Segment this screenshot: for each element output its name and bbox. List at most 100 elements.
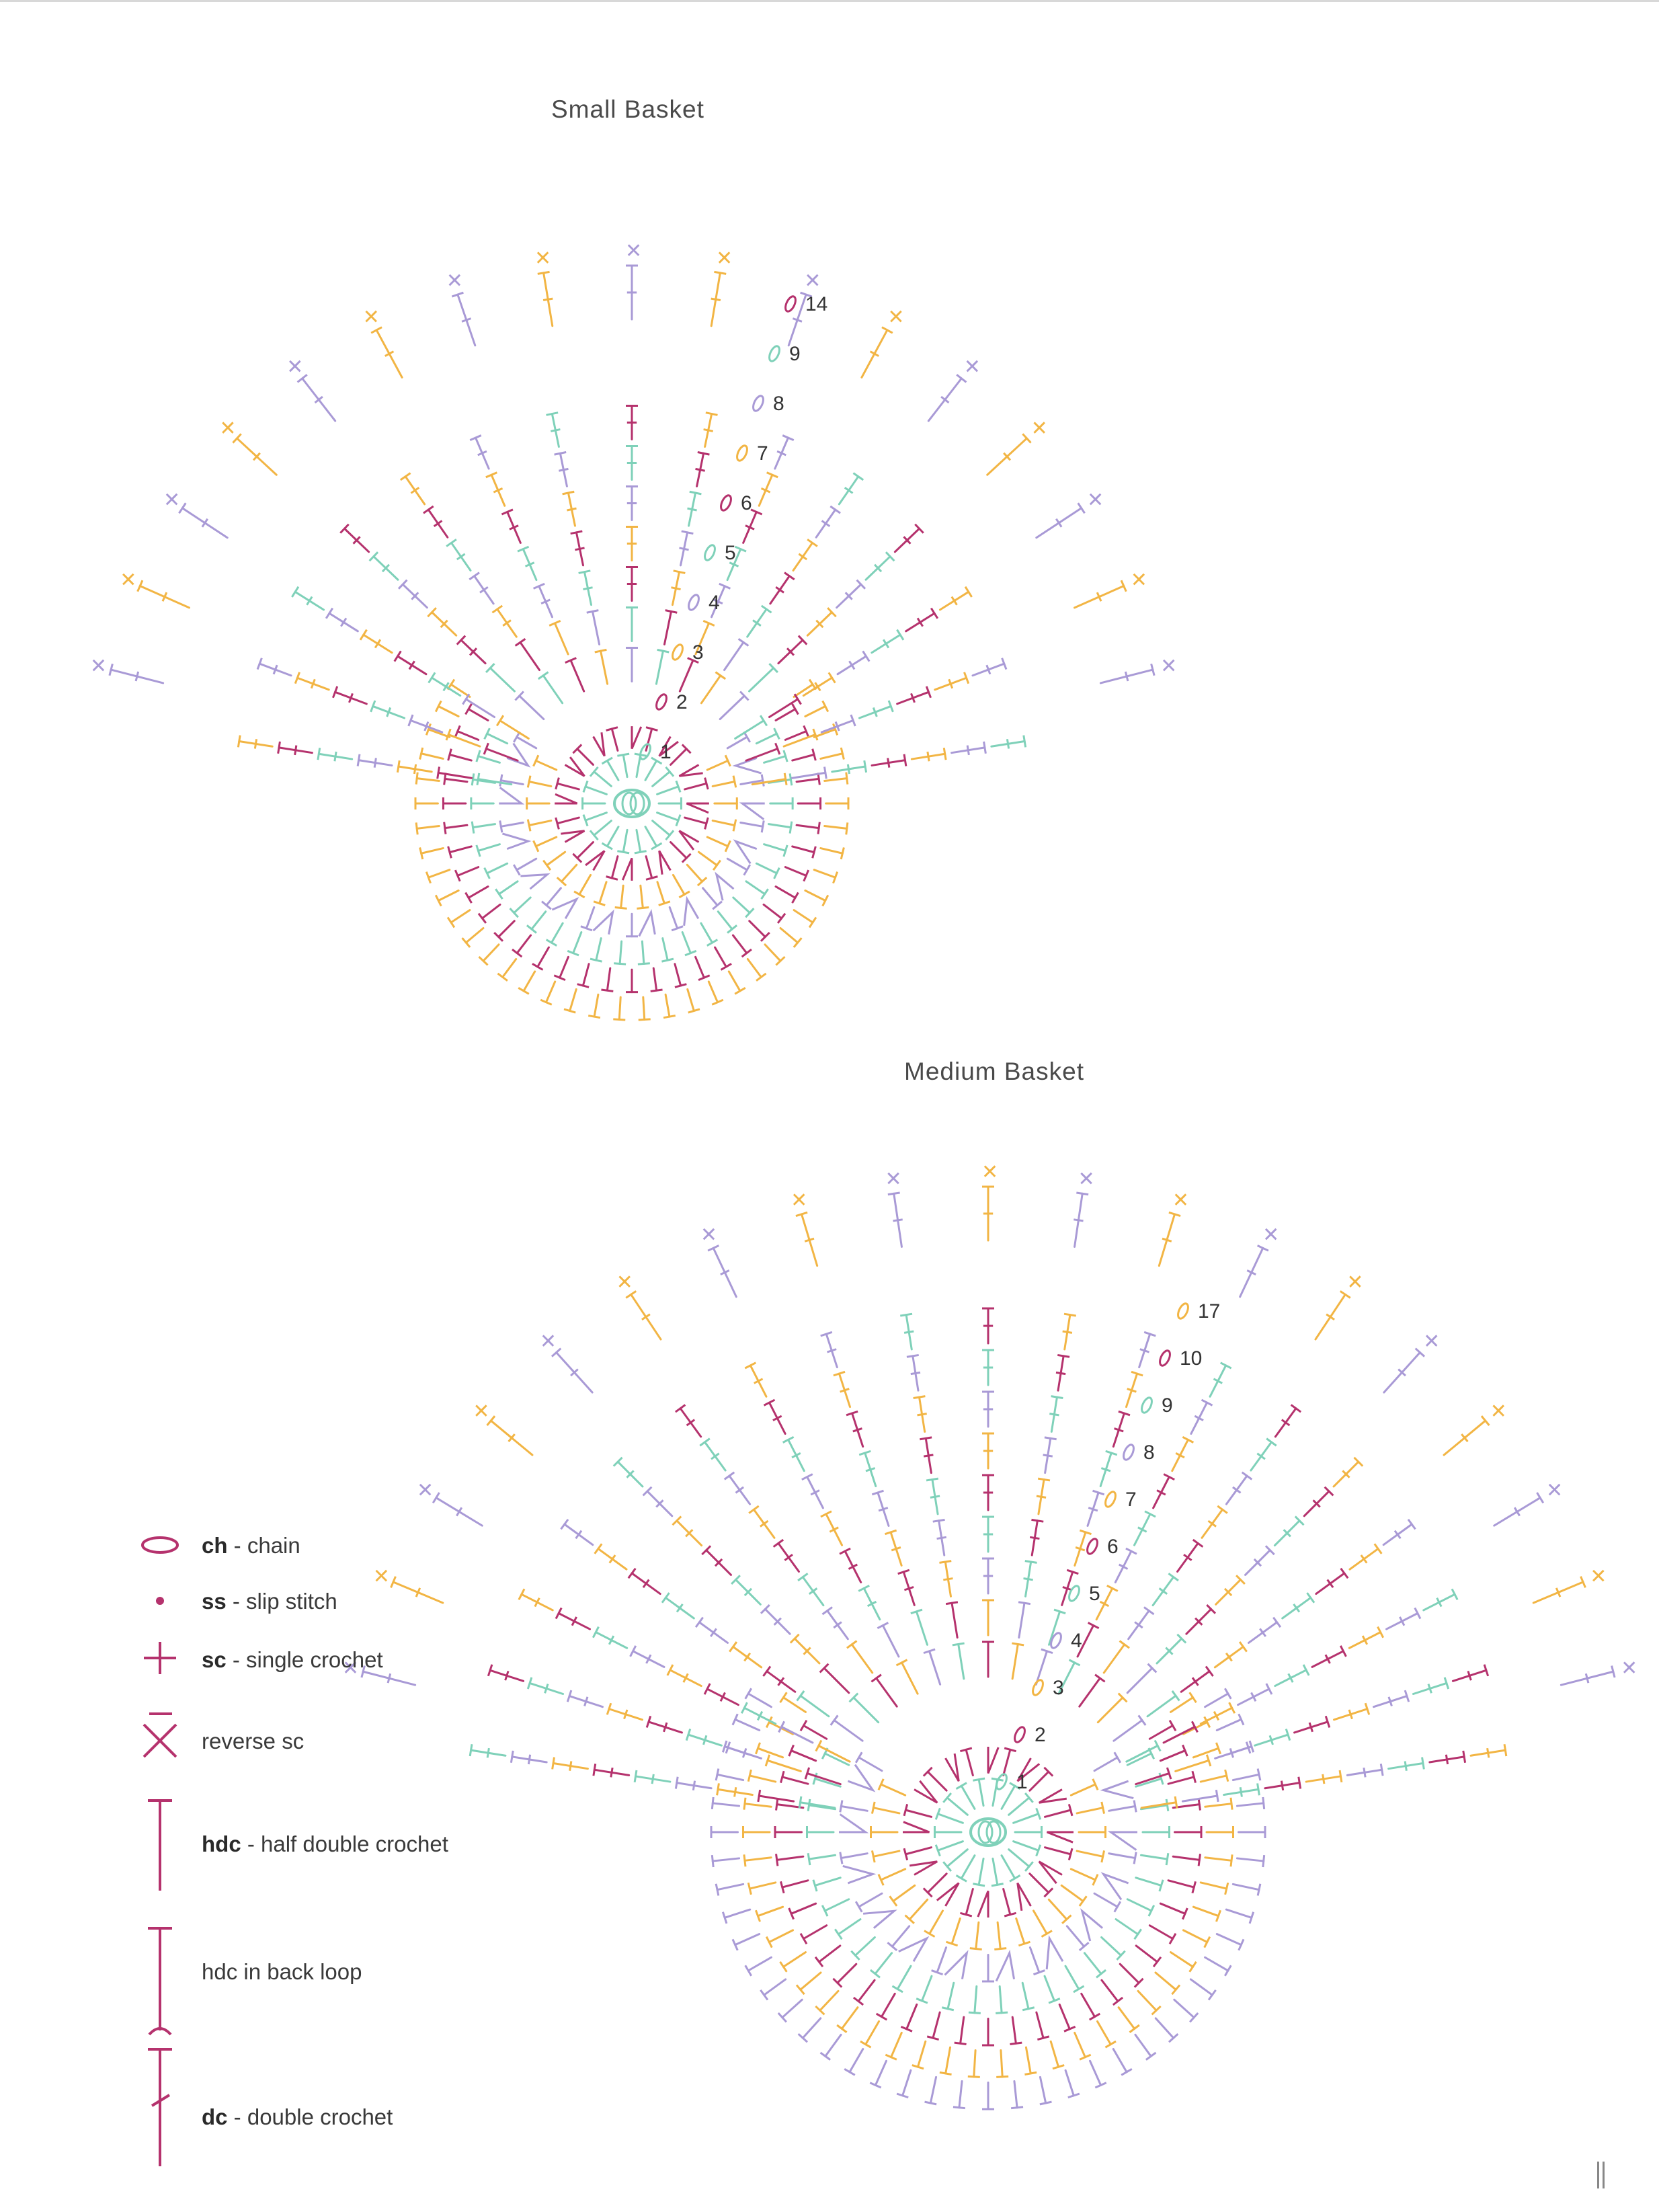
legend-label-dc: dc - double crochet	[202, 2104, 393, 2129]
hdc-top-bar	[1048, 1998, 1061, 2004]
hdc-top-bar	[1147, 1905, 1156, 1917]
increase-v	[944, 1950, 969, 1979]
hdc-stitch	[739, 779, 764, 785]
hdc-stitch	[513, 896, 532, 914]
reverse-sc-mark: ✕	[1546, 1479, 1563, 1501]
hdc-stitch	[1039, 2076, 1047, 2104]
hdc-stitch	[716, 1883, 745, 1891]
hdc-stitch	[764, 943, 782, 962]
hdc-stitch	[711, 1802, 741, 1807]
hdc-stitch	[762, 903, 783, 920]
hdc-top-bar	[554, 451, 567, 456]
hdc-top-bar	[795, 1211, 808, 1218]
hdc-stitch	[595, 937, 602, 961]
round-label: 4	[1071, 1630, 1082, 1652]
hdc-top-bar	[1324, 1486, 1334, 1497]
sc-cross	[385, 350, 395, 357]
hdc-top-bar	[846, 1640, 858, 1649]
hdc-top-bar	[702, 620, 715, 627]
sc-cross	[161, 592, 168, 602]
sc-cross	[461, 317, 472, 323]
hdc-stitch	[448, 845, 473, 854]
hdc-top-bar	[601, 988, 614, 992]
hdc-top-bar	[1037, 1477, 1051, 1482]
sc-cross	[1029, 1536, 1040, 1540]
hdc-top-bar	[532, 963, 544, 971]
hdc-top-bar	[477, 912, 487, 924]
sc-cross	[848, 1563, 858, 1570]
hdc-stitch	[711, 820, 736, 826]
round-label: 3	[1053, 1677, 1064, 1699]
hdc-stitch	[700, 674, 722, 705]
sc-cross	[692, 1780, 696, 1791]
hdc-top-bar	[1404, 1690, 1410, 1702]
hdc-top-bar	[967, 2075, 980, 2078]
round-label: 9	[1162, 1394, 1173, 1417]
basket-stitches: ✕ ✕ ✕ ✕ ✕ ✕ ✕ ✕ ✕ ✕ ✕ ✕ ✕ ✕ ✕ ✕ ✕ ✕ ✕ 1 2 3 4 5 6 7 8 9 10 17	[342, 1161, 1637, 2110]
hdc-stitch	[965, 1888, 974, 1916]
chain-oval	[752, 395, 764, 412]
hdc-stitch	[1064, 2069, 1075, 2097]
hdc-top-bar	[801, 1473, 813, 1481]
sc-cross	[1436, 1597, 1443, 1608]
hdc-top-bar	[779, 1692, 788, 1704]
hdc-stitch	[802, 1725, 828, 1740]
hdc-top-bar	[537, 671, 549, 680]
sc-cross	[1363, 1767, 1367, 1778]
hdc-top-bar	[1010, 2106, 1024, 2110]
increase-v	[936, 1882, 960, 1907]
sc-cross	[415, 1587, 421, 1597]
hdc-top-bar	[1158, 1879, 1164, 1892]
hdc-top-bar	[953, 2106, 966, 2110]
sc-cross	[917, 1413, 927, 1417]
chain-oval	[1123, 1444, 1135, 1461]
hdc-top-bar	[704, 817, 709, 830]
sc-cross	[1099, 1600, 1110, 1608]
hdc-top-bar	[744, 1361, 757, 1370]
hdc-top-bar	[1229, 1854, 1233, 1867]
hdc-stitch	[858, 1892, 883, 1908]
hdc-top-bar	[671, 925, 684, 932]
hdc-top-bar	[760, 774, 765, 787]
hdc-top-bar	[891, 1985, 903, 1993]
hdc-top-bar	[811, 748, 817, 761]
hdc-top-bar	[844, 2068, 856, 2076]
hdc-stitch	[668, 906, 679, 930]
hdc-stitch	[556, 782, 580, 791]
increase-v	[732, 756, 762, 775]
reverse-sc-mark: ✕	[373, 1565, 390, 1587]
sc-cross	[314, 395, 323, 404]
sc-cross	[440, 619, 448, 629]
hdc-top-bar	[712, 859, 721, 871]
sc-cross	[493, 487, 503, 493]
sc-cross	[1268, 1735, 1274, 1745]
hdc-stitch	[1108, 1852, 1137, 1860]
hdc-top-bar	[1338, 1770, 1343, 1783]
hdc-top-bar	[734, 987, 746, 995]
sc-cross	[608, 1635, 615, 1645]
hdc-top-bar	[1094, 2082, 1107, 2089]
hdc-stitch	[1044, 1809, 1072, 1818]
hdc-top-bar	[942, 1861, 953, 1872]
hdc-top-bar	[871, 1801, 876, 1814]
hdc-stitch	[780, 1725, 814, 1744]
hdc-top-bar	[941, 2006, 955, 2012]
hdc-top-bar	[684, 949, 697, 957]
hdc-stitch	[1135, 1772, 1170, 1786]
sc-cross	[610, 1767, 614, 1778]
sc-cross	[926, 751, 930, 762]
hdc-stitch	[802, 1924, 828, 1940]
hdc-top-bar	[734, 545, 747, 553]
hdc-top-bar	[897, 1569, 910, 1575]
hdc-top-bar	[762, 1665, 772, 1677]
hdc-top-bar	[1001, 658, 1008, 670]
hdc-stitch	[748, 1774, 777, 1783]
hdc-stitch	[774, 885, 797, 899]
hdc-stitch	[880, 1783, 907, 1796]
reverse-sc-mark: ✕	[540, 1331, 557, 1353]
hdc-top-bar	[803, 725, 810, 738]
hdc-top-bar	[931, 1969, 944, 1976]
hdc-top-bar	[858, 1584, 870, 1592]
sc-cross	[559, 467, 569, 472]
sc-cross	[663, 1722, 668, 1733]
